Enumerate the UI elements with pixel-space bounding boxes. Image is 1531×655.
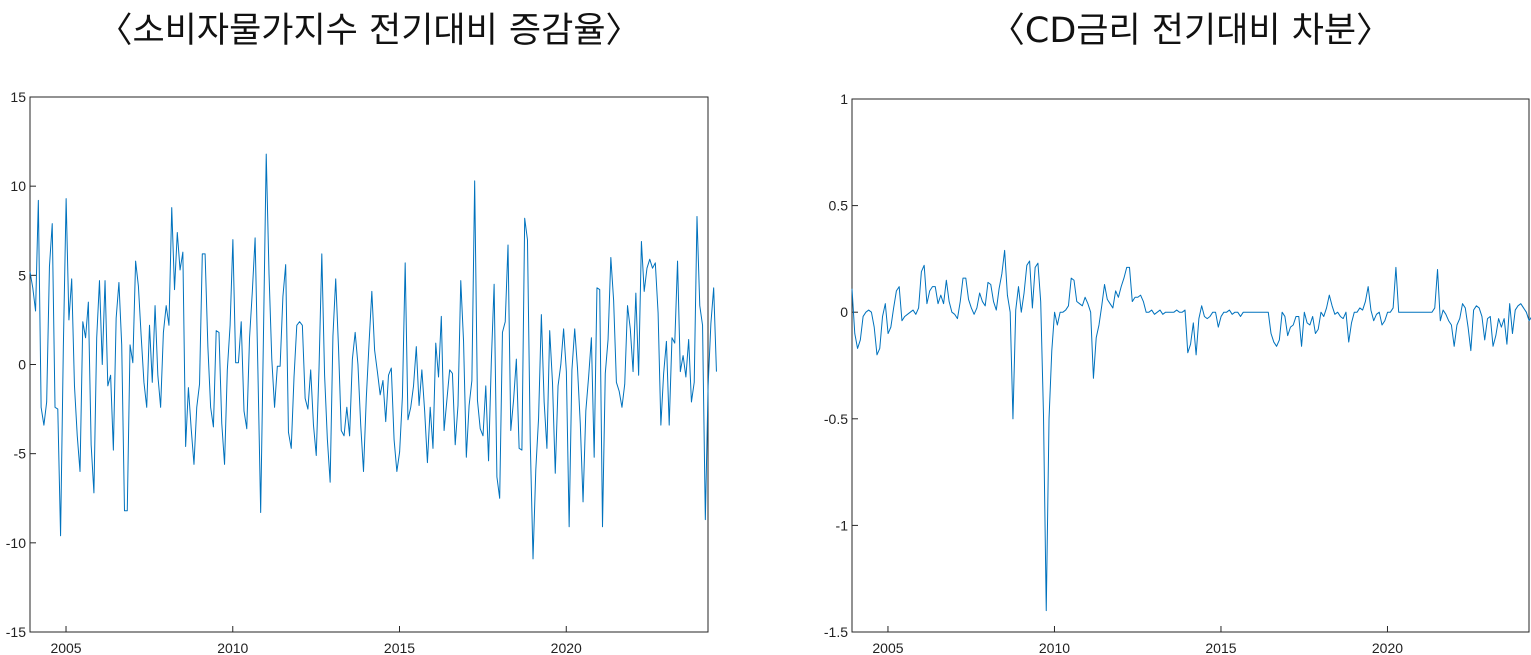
cd-xtick-label: 2020 [1372, 640, 1403, 655]
cpi-ytick-label: 10 [10, 178, 26, 194]
cpi-ytick-label: -5 [14, 446, 27, 462]
chart-title-cd-rate: 〈CD금리 전기대비 차분〉 [989, 11, 1392, 51]
cd-ytick-label: 1 [840, 91, 848, 107]
cd-ytick-label: -1 [836, 517, 849, 533]
cd-ytick-label: 0 [840, 304, 848, 320]
cpi-xtick-label: 2020 [551, 640, 582, 655]
cd-xtick-label: 2005 [872, 640, 903, 655]
cd-ytick-label: 0.5 [829, 198, 849, 214]
cpi-ytick-label: -10 [6, 535, 26, 551]
cpi-ytick-label: 5 [18, 267, 26, 283]
cpi-series-line [29, 153, 717, 560]
cd-plot-frame [851, 98, 1530, 633]
cd-series-line [851, 249, 1531, 612]
cpi-xtick-label: 2010 [217, 640, 248, 655]
cpi-ytick-label: 0 [18, 357, 26, 373]
cd-xtick-label: 2015 [1205, 640, 1236, 655]
cd-ytick-label: -0.5 [824, 411, 848, 427]
cpi-xtick-label: 2005 [50, 640, 81, 655]
chart-title-cpi: 〈소비자물가지수 전기대비 증감율〉 [97, 11, 641, 51]
cpi-xtick-label: 2015 [384, 640, 415, 655]
cpi-ytick-label: 15 [10, 89, 26, 105]
cd-ytick-label: -1.5 [824, 624, 848, 640]
cpi-ytick-label: -15 [6, 624, 26, 640]
cd-xtick-label: 2010 [1039, 640, 1070, 655]
